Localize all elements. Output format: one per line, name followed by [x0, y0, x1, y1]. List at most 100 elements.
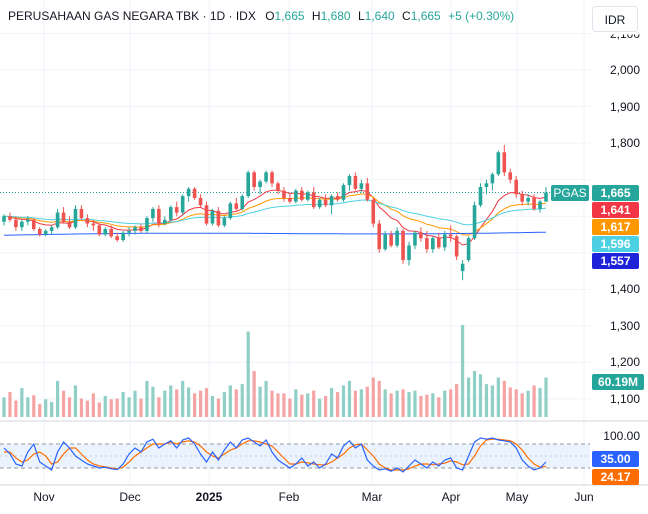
volume-bar	[139, 398, 143, 417]
candle-body	[79, 208, 84, 219]
stoch-k-tag: 35.00	[592, 451, 639, 467]
volume-bar	[377, 380, 381, 417]
candle-body	[484, 183, 489, 187]
volume-bar	[252, 371, 256, 417]
change-value: +5 (+0.30%)	[448, 9, 515, 23]
price-axis-label: 1,900	[609, 99, 640, 114]
volume-bar	[157, 397, 161, 417]
candle-body	[389, 234, 393, 246]
volume-bar	[508, 387, 512, 417]
volume-bar	[61, 390, 66, 417]
candle-body	[61, 212, 66, 222]
volume-bar	[50, 401, 54, 417]
candle-body	[383, 234, 387, 250]
candle-body	[395, 230, 399, 246]
candle-body	[258, 181, 262, 187]
close-value: 1,665	[410, 9, 441, 23]
candle-body	[448, 234, 453, 237]
volume-bar	[282, 393, 286, 417]
candle-body	[109, 229, 114, 237]
volume-bar	[335, 392, 340, 417]
candle-body	[496, 152, 501, 175]
currency-button[interactable]: IDR	[592, 6, 638, 32]
candle-body	[371, 199, 376, 224]
volume-tag: 60.19M	[592, 374, 644, 390]
low-value: 1,640	[364, 9, 395, 23]
volume-bar	[419, 395, 423, 417]
volume-bar	[407, 392, 411, 417]
candle-body	[145, 218, 149, 231]
volume-bar	[443, 390, 447, 417]
volume-bar	[413, 390, 417, 417]
candle-body	[186, 188, 191, 197]
volume-bar	[2, 397, 6, 417]
volume-bar	[240, 384, 244, 417]
candle-body	[43, 230, 48, 235]
volume-bar	[85, 400, 89, 417]
volume-bar	[371, 377, 375, 417]
volume-bar	[264, 380, 268, 417]
time-axis-label: Dec	[119, 490, 141, 504]
candle-body	[544, 192, 548, 202]
time-axis-label: Apr	[441, 490, 461, 504]
time-axis-label: Mar	[361, 490, 383, 504]
volume-bar	[389, 393, 393, 417]
volume-bar	[359, 389, 363, 417]
volume-bar	[109, 399, 113, 417]
volume-bar	[276, 393, 280, 417]
candle-body	[20, 221, 24, 228]
candle-body	[329, 196, 334, 206]
volume-bar	[56, 380, 60, 417]
candle-body	[49, 227, 54, 231]
candle-body	[377, 223, 382, 250]
volume-bar	[151, 386, 155, 417]
volume-bar	[79, 398, 84, 417]
candle-body	[532, 197, 536, 209]
candle-body	[413, 232, 417, 246]
volume-bar	[324, 395, 328, 417]
volume-bar	[365, 386, 369, 417]
volume-bar	[490, 385, 494, 417]
time-axis-label: May	[505, 490, 529, 504]
candle-body	[168, 207, 173, 220]
volume-bar	[133, 390, 137, 417]
candle-body	[502, 152, 507, 173]
volume-bar	[8, 392, 12, 417]
volume-bar	[514, 389, 518, 417]
stochastic-pane	[0, 437, 590, 473]
legend-header: PERUSAHAAN GAS NEGARA TBK · 1D · IDX O1,…	[8, 9, 514, 23]
volume-bar	[544, 377, 548, 417]
volume-bar	[270, 390, 274, 417]
symbol-title: PERUSAHAAN GAS NEGARA TBK · 1D · IDX	[8, 9, 256, 23]
volume-bar	[502, 380, 506, 417]
volume-bars	[2, 325, 548, 417]
candle-body	[311, 192, 316, 208]
open-value: 1,665	[274, 9, 305, 23]
candle-body	[151, 208, 155, 219]
volume-bar	[169, 385, 173, 417]
candle-body	[300, 190, 304, 200]
price-axis-label: 1,100	[609, 392, 640, 407]
volume-bar	[121, 392, 125, 417]
volume-bar	[73, 385, 78, 417]
price-axis-label: 1,200	[609, 355, 640, 370]
close-label: C	[402, 9, 411, 23]
candle-body	[133, 227, 137, 231]
candle-body	[288, 197, 292, 202]
volume-bar	[294, 389, 298, 417]
volume-bar	[300, 394, 304, 417]
open-label: O	[265, 9, 275, 23]
candle-body	[305, 192, 310, 200]
candle-body	[341, 185, 346, 200]
volume-bar	[437, 397, 441, 417]
volume-bar	[496, 377, 500, 417]
price-axis-label: 1,800	[609, 136, 640, 151]
volume-bar	[449, 389, 453, 417]
volume-bar	[26, 397, 30, 417]
candle-body	[26, 219, 30, 222]
candle-body	[508, 172, 513, 180]
price-axis-label-partial: 2,100	[609, 27, 640, 42]
ma4-tag: 1,557	[592, 253, 639, 269]
candle-body	[353, 176, 358, 189]
